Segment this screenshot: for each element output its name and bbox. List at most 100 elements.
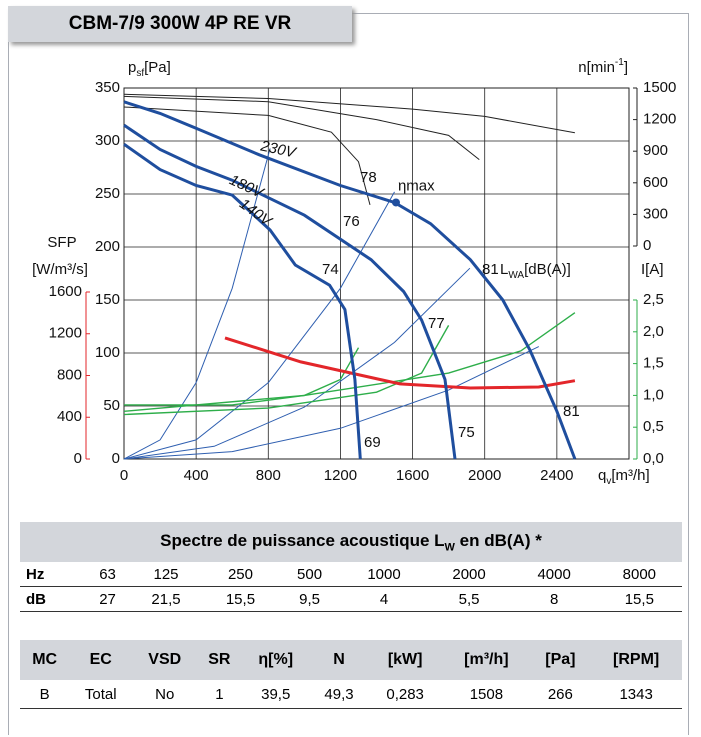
y2-tick-label: 0 (643, 237, 651, 254)
cell: 21,5 (128, 586, 204, 612)
sfp-tick-label: 800 (57, 366, 82, 383)
x-tick-label: 1600 (396, 467, 429, 484)
sound-label: 77 (428, 315, 445, 332)
y2-axis-label: n[min-1] (578, 57, 628, 76)
cell: 266 (530, 680, 591, 709)
x-tick-label: 2000 (468, 467, 501, 484)
sound-label: 81 (482, 261, 499, 278)
cell: 1000 (341, 562, 427, 587)
sound-label: 74 (322, 261, 339, 278)
current-tick-label: 0,5 (643, 418, 664, 435)
fan-curve (123, 100, 577, 460)
header-row: MC EC VSD SR η[%] N [kW] [m³/h] [Pa] [RPM] (20, 640, 682, 680)
cell: 49,3 (310, 680, 368, 709)
y2-tick-label: 1200 (643, 111, 676, 128)
duty-point-label: ηmax (398, 177, 435, 194)
cell: 63 (86, 562, 129, 587)
header-cell: VSD (132, 640, 198, 680)
spectrum-table: Spectre de puissance acoustique LW en dB… (20, 522, 682, 612)
x-tick-label: 0 (120, 467, 128, 484)
cell: 8 (511, 586, 597, 612)
fan-curve (123, 123, 457, 460)
sfp-tick-label: 1600 (49, 283, 82, 300)
cell: 1 (197, 680, 242, 709)
y2-axis-label-part: n[min (578, 59, 615, 76)
x-axis-label-part: q (598, 467, 606, 484)
header-cell: [kW] (367, 640, 443, 680)
sound-label: 75 (458, 424, 475, 441)
sfp-tick-label: 1200 (49, 325, 82, 342)
current-tick-label: 1,5 (643, 355, 664, 372)
sound-label: 78 (360, 169, 377, 186)
current-tick-label: 1,0 (643, 386, 664, 403)
cell: 500 (277, 562, 342, 587)
x-tick-label: 400 (184, 467, 209, 484)
sound-label: 81 (563, 403, 580, 420)
y-axis-label-part: p (128, 59, 136, 76)
header-cell: N (310, 640, 368, 680)
sound-unit-part: [dB(A)] (524, 261, 571, 278)
cell: 1508 (442, 680, 531, 709)
fan-curve (123, 142, 362, 460)
cell: 5,5 (426, 586, 512, 612)
header-cell: [Pa] (530, 640, 591, 680)
cell: Hz (20, 562, 87, 587)
y-tick-label: 100 (95, 344, 120, 361)
system-curve (123, 191, 395, 460)
table-title-part: Spectre de puissance acoustique L (160, 530, 445, 550)
y2-tick-label: 1500 (643, 79, 676, 96)
spec-row: B Total No 1 39,5 49,3 0,283 1508 266 1343 (20, 680, 682, 709)
y-tick-label: 200 (95, 238, 120, 255)
y-tick-label: 50 (103, 397, 120, 414)
sfp-tick-label: 400 (57, 408, 82, 425)
current-tick-label: 2,5 (643, 291, 664, 308)
spectrum-row: dB 27 21,5 15,5 9,5 4 5,5 8 15,5 (20, 586, 682, 612)
system-curve (123, 267, 471, 460)
y2-tick-label: 300 (643, 205, 668, 222)
cell: 39,5 (241, 680, 311, 709)
cell: 0,283 (367, 680, 443, 709)
header-cell: [m³/h] (442, 640, 531, 680)
current-tick-label: 2,0 (643, 323, 664, 340)
title: CBM-7/9 300W 4P RE VR (8, 6, 352, 42)
y2-axis-label-part: -1 (615, 57, 624, 68)
x-axis-label: qv[m³/h] (598, 467, 650, 487)
current-axis-label: I[A] (641, 261, 664, 278)
y-axis-label-part: [Pa] (144, 59, 171, 76)
cell: 125 (128, 562, 204, 587)
cell: 8000 (596, 562, 682, 587)
table-title: Spectre de puissance acoustique LW en dB… (20, 522, 682, 562)
y-axis-label-part: sf (136, 68, 144, 79)
cell: 250 (203, 562, 278, 587)
cell: 2000 (426, 562, 512, 587)
chart: 0 50 100 150 200 250 300 350 0 400 800 1200 1600 2000… (32, 57, 676, 487)
x-tick-label: 800 (256, 467, 281, 484)
x-axis-label-part: v (606, 476, 611, 487)
sound-unit: LWA[dB(A)] (500, 261, 571, 281)
sfp-tick-label: 0 (74, 450, 82, 467)
cell: 9,5 (277, 586, 342, 612)
y-tick-label: 0 (112, 450, 120, 467)
sound-label: 69 (364, 434, 381, 451)
cell: 4 (341, 586, 427, 612)
table-title-part: W (444, 541, 455, 554)
sound-unit-part: WA (508, 270, 524, 281)
y-tick-label: 250 (95, 185, 120, 202)
y2-tick-label: 600 (643, 174, 668, 191)
speed-curve (123, 93, 575, 134)
y-tick-label: 300 (95, 132, 120, 149)
cell: Total (69, 680, 133, 709)
current-tick-label: 0,0 (643, 450, 664, 467)
cell: 1343 (590, 680, 682, 709)
sound-label: 76 (343, 213, 360, 230)
cell: 15,5 (596, 586, 682, 612)
cell: 15,5 (203, 586, 278, 612)
cell: 4000 (511, 562, 597, 587)
cell: B (20, 680, 70, 709)
cell: No (132, 680, 198, 709)
y2-axis-label-part: ] (624, 59, 628, 76)
current-curve (123, 325, 450, 416)
sfp-axis-label: SFP (47, 234, 76, 251)
speed-curve (123, 106, 371, 206)
